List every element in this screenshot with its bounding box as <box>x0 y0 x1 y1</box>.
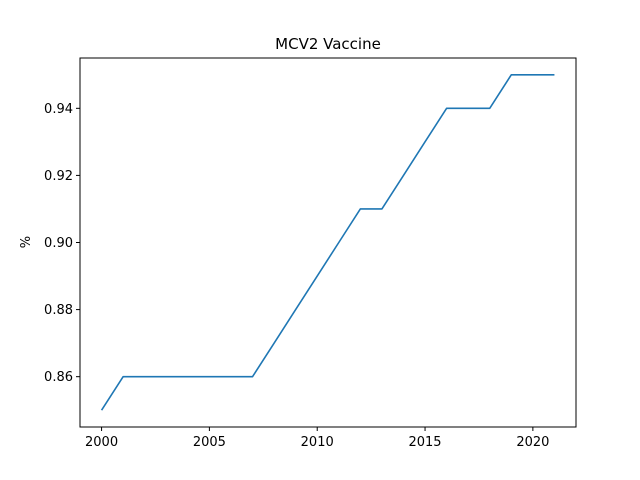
chart-title: MCV2 Vaccine <box>275 35 381 53</box>
x-tick-label: 2010 <box>301 435 334 450</box>
y-tick-label: 0.92 <box>44 169 73 184</box>
y-tick-label: 0.90 <box>44 236 73 251</box>
y-axis: 0.86 0.88 0.90 0.92 0.94 <box>44 102 80 385</box>
x-axis: 2000 2005 2010 2015 2020 <box>85 427 549 450</box>
x-tick-label: 2000 <box>85 435 118 450</box>
y-axis-label: % <box>19 236 34 248</box>
x-tick-label: 2015 <box>408 435 441 450</box>
x-tick-label: 2005 <box>193 435 226 450</box>
y-tick-label: 0.94 <box>44 102 73 117</box>
y-tick-label: 0.88 <box>44 303 73 318</box>
axes-frame <box>79 57 577 428</box>
plot-area <box>100 73 555 411</box>
x-tick-label: 2020 <box>516 435 549 450</box>
series-line-0 <box>100 73 555 411</box>
y-tick-label: 0.86 <box>44 370 73 385</box>
